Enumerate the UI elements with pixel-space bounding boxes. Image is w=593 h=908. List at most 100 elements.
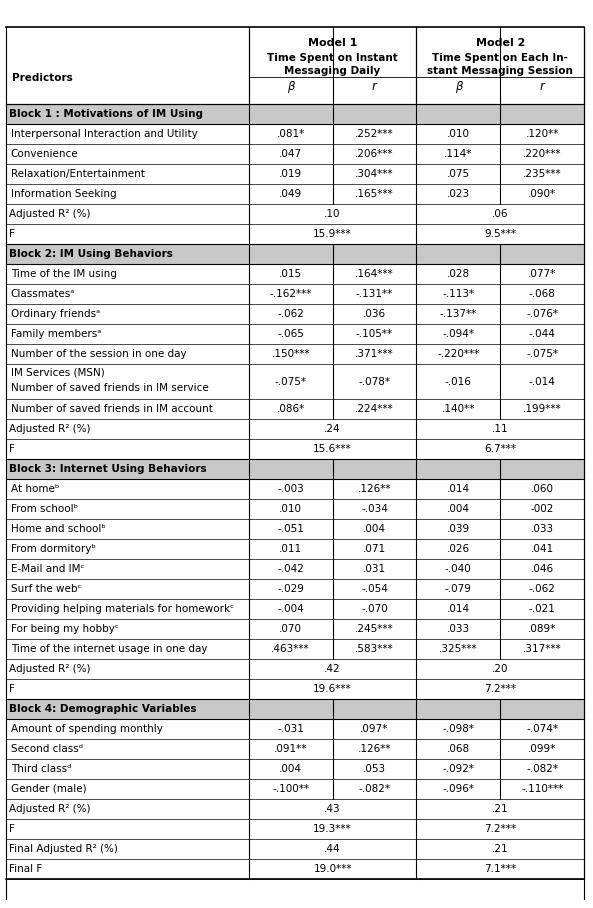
Text: -.094*: -.094*	[442, 330, 474, 340]
Text: .245***: .245***	[355, 624, 394, 634]
Text: -.079: -.079	[445, 584, 472, 594]
Text: .42: .42	[324, 664, 341, 674]
Text: .053: .053	[363, 764, 386, 774]
Text: .091**: .091**	[274, 744, 307, 754]
Text: -.074*: -.074*	[526, 724, 558, 734]
Text: .165***: .165***	[355, 190, 394, 200]
Text: F: F	[9, 444, 15, 454]
Text: .140**: .140**	[442, 404, 475, 414]
Text: -.051: -.051	[277, 524, 304, 534]
Text: 6.7***: 6.7***	[484, 444, 517, 454]
Text: E-Mail and IMᶜ: E-Mail and IMᶜ	[11, 564, 84, 574]
Text: Family membersᵃ: Family membersᵃ	[11, 330, 101, 340]
Text: -002: -002	[531, 504, 554, 514]
Text: 9.5***: 9.5***	[484, 230, 517, 240]
Text: -.131**: -.131**	[356, 290, 393, 300]
Text: -.110***: -.110***	[521, 784, 563, 794]
Text: .252***: .252***	[355, 130, 394, 140]
Text: Number of saved friends in IM service: Number of saved friends in IM service	[11, 382, 208, 392]
Text: 7.1***: 7.1***	[484, 864, 517, 873]
Text: -.162***: -.162***	[269, 290, 312, 300]
Text: Second classᵈ: Second classᵈ	[11, 744, 82, 754]
Text: -.062: -.062	[277, 310, 304, 320]
Text: Block 1 : Motivations of IM Using: Block 1 : Motivations of IM Using	[9, 110, 203, 120]
Text: .004: .004	[279, 764, 302, 774]
Text: -.075*: -.075*	[275, 377, 307, 387]
Text: .060: .060	[531, 484, 554, 494]
Text: 19.3***: 19.3***	[313, 824, 352, 834]
Text: .075: .075	[447, 170, 470, 180]
Text: F: F	[9, 824, 15, 834]
Text: r: r	[372, 80, 377, 93]
Text: .24: .24	[324, 424, 341, 434]
Text: 15.6***: 15.6***	[313, 444, 352, 454]
Text: -.113*: -.113*	[442, 290, 474, 300]
Text: .120**: .120**	[525, 130, 559, 140]
Text: -.040: -.040	[445, 564, 471, 574]
Text: Interpersonal Interaction and Utility: Interpersonal Interaction and Utility	[11, 130, 197, 140]
Text: .049: .049	[279, 190, 302, 200]
Text: Time Spent on Each In-: Time Spent on Each In-	[432, 53, 568, 63]
Text: Amount of spending monthly: Amount of spending monthly	[11, 724, 162, 734]
Text: From schoolᵇ: From schoolᵇ	[11, 504, 78, 514]
Text: .023: .023	[447, 190, 470, 200]
Text: r: r	[540, 80, 544, 93]
Text: .325***: .325***	[439, 644, 477, 654]
Text: .206***: .206***	[355, 150, 394, 160]
Text: .20: .20	[492, 664, 508, 674]
Text: -.003: -.003	[278, 484, 304, 494]
Text: .089*: .089*	[528, 624, 556, 634]
Text: .036: .036	[363, 310, 386, 320]
Text: -.082*: -.082*	[526, 764, 558, 774]
Text: -.082*: -.082*	[359, 784, 390, 794]
Text: Model 2: Model 2	[476, 38, 525, 48]
Text: Number of the session in one day: Number of the session in one day	[11, 350, 186, 360]
Text: Providing helping materials for homeworkᶜ: Providing helping materials for homework…	[11, 604, 234, 614]
Text: .014: .014	[447, 484, 470, 494]
Text: Adjusted R² (%): Adjusted R² (%)	[9, 664, 90, 674]
Text: 19.6***: 19.6***	[313, 684, 352, 694]
Text: .033: .033	[447, 624, 470, 634]
Text: -.062: -.062	[529, 584, 556, 594]
Text: Time Spent on Instant: Time Spent on Instant	[267, 53, 398, 63]
Text: -.029: -.029	[277, 584, 304, 594]
Text: -.100**: -.100**	[272, 784, 309, 794]
Text: .039: .039	[447, 524, 470, 534]
Text: Adjusted R² (%): Adjusted R² (%)	[9, 804, 90, 814]
Text: .224***: .224***	[355, 404, 394, 414]
Text: -.014: -.014	[529, 377, 556, 387]
Text: .081*: .081*	[276, 130, 305, 140]
Text: 7.2***: 7.2***	[484, 684, 517, 694]
Text: .046: .046	[531, 564, 554, 574]
Text: 19.0***: 19.0***	[313, 864, 352, 873]
Text: -.068: -.068	[529, 290, 556, 300]
Text: Convenience: Convenience	[11, 150, 78, 160]
Text: Final F: Final F	[9, 864, 42, 873]
Text: -.031: -.031	[277, 724, 304, 734]
Text: Information Seeking: Information Seeking	[11, 190, 116, 200]
Text: -.065: -.065	[277, 330, 304, 340]
Text: Number of saved friends in IM account: Number of saved friends in IM account	[11, 404, 212, 414]
Text: .317***: .317***	[523, 644, 562, 654]
Text: .070: .070	[279, 624, 302, 634]
Text: .086*: .086*	[276, 404, 305, 414]
Text: .164***: .164***	[355, 270, 394, 280]
Text: stant Messaging Session: stant Messaging Session	[428, 66, 573, 76]
Text: -.004: -.004	[278, 604, 304, 614]
Text: -.098*: -.098*	[442, 724, 474, 734]
Text: .150***: .150***	[272, 350, 310, 360]
Text: For being my hobbyᶜ: For being my hobbyᶜ	[11, 624, 119, 634]
Text: Predictors: Predictors	[12, 73, 72, 83]
Text: 15.9***: 15.9***	[313, 230, 352, 240]
Text: Time of the IM using: Time of the IM using	[11, 270, 116, 280]
Text: .010: .010	[447, 130, 470, 140]
Text: 7.2***: 7.2***	[484, 824, 517, 834]
Text: .199***: .199***	[523, 404, 562, 414]
Text: .220***: .220***	[523, 150, 562, 160]
Text: Adjusted R² (%): Adjusted R² (%)	[9, 210, 90, 220]
Text: -.076*: -.076*	[526, 310, 558, 320]
Bar	[6, 459, 584, 479]
Text: F: F	[9, 684, 15, 694]
Text: Ordinary friendsᵃ: Ordinary friendsᵃ	[11, 310, 100, 320]
Text: .031: .031	[363, 564, 386, 574]
